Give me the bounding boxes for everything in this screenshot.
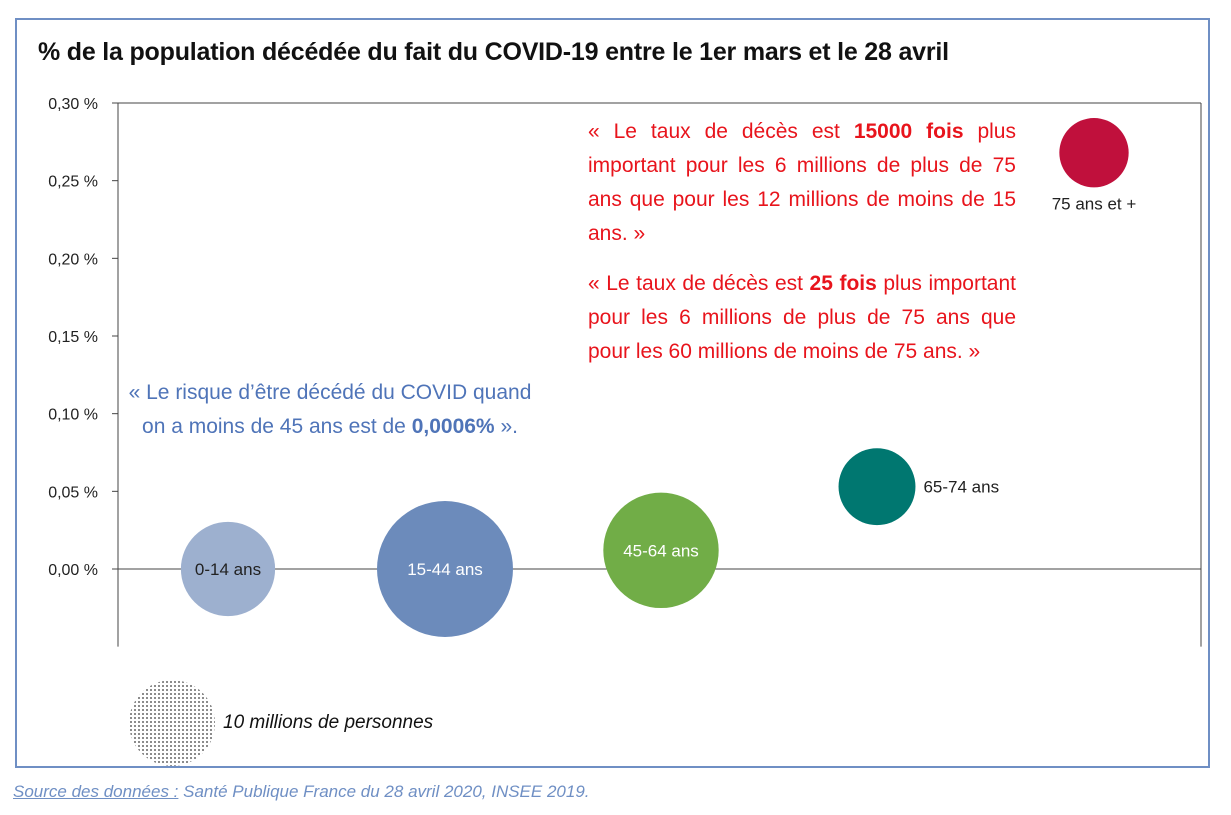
y-tick-label: 0,30 % <box>48 96 98 113</box>
bubble-label: 65-74 ans <box>923 478 999 497</box>
annotation-red-1: « Le taux de décès est 15000 fois plus i… <box>588 120 1016 245</box>
bubble-0-14-ans <box>180 521 276 617</box>
bubble-label: 45-64 ans <box>623 541 699 560</box>
annotation-blue: « Le risque d’être décédé du COVID quand… <box>128 381 532 438</box>
bubble-label: 75 ans et + <box>1052 194 1137 213</box>
bubble-label: 15-44 ans <box>407 560 483 579</box>
bubble-label: 0-14 ans <box>195 560 261 579</box>
annotation-red-2: « Le taux de décès est 25 fois plus impo… <box>588 272 1017 363</box>
y-tick-label: 0,25 % <box>48 174 98 191</box>
size-legend-label: 10 millions de personnes <box>223 712 434 733</box>
y-axis-ticks: 0,30 % 0,25 % 0,20 % 0,15 % 0,10 % 0,05 % 0,00… <box>48 96 118 579</box>
source-label: Source des données : <box>13 782 179 801</box>
y-tick-label: 0,15 % <box>48 329 98 346</box>
source-text: Santé Publique France du 28 avril 2020, … <box>178 782 590 801</box>
bubble-15-44-ans <box>377 501 513 637</box>
y-tick-label: 0,10 % <box>48 407 98 424</box>
size-legend-bubble <box>129 680 215 766</box>
y-tick-label: 0,20 % <box>48 251 98 268</box>
bubble-65-74-ans <box>838 448 916 526</box>
source-note: Source des données : Santé Publique Fran… <box>13 782 590 802</box>
bubbles: 0-14 ans 15-44 ans 45-64 ans 65-74 ans 75 an… <box>180 118 1137 637</box>
annotation-red: « Le taux de décès est 15000 fois plus i… <box>588 115 1016 369</box>
chart-frame <box>15 18 1210 768</box>
bubble-45-64-ans <box>603 492 719 609</box>
y-tick-label: 0,00 % <box>48 562 98 579</box>
bubble-75-ans-et- <box>1059 118 1129 188</box>
chart-title: % de la population décédée du fait du CO… <box>38 38 949 66</box>
y-tick-label: 0,05 % <box>48 484 98 501</box>
